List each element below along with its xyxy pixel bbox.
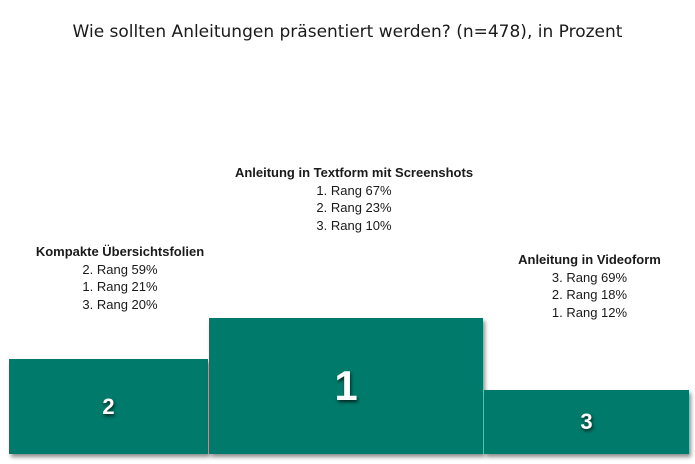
rank-line: 3. Rang 10% (316, 217, 392, 233)
rank-line: 1. Rang 67% (316, 182, 392, 198)
rank-line: 2. Rang 59% (82, 261, 158, 277)
rank-line: 3. Rang 20% (82, 296, 158, 312)
label-group-third: Anleitung in Videoform 3. Rang 69% 2. Ra… (487, 251, 692, 321)
entry-name: Anleitung in Videoform (518, 252, 661, 267)
podium-block-second: 2 (9, 359, 208, 454)
chart-title: Wie sollten Anleitungen präsentiert werd… (72, 22, 623, 42)
podium-block-first: 1 (209, 318, 483, 454)
label-group-first: Anleitung in Textform mit Screenshots 1.… (204, 164, 504, 234)
podium-number: 1 (334, 362, 358, 409)
rank-line: 2. Rang 23% (316, 200, 392, 215)
rank-line: 1. Rang 12% (551, 304, 628, 320)
entry-name: Kompakte Übersichtsfolien (35, 244, 205, 259)
rank-line: 1. Rang 21% (82, 279, 158, 294)
rank-line: 3. Rang 69% (551, 269, 628, 285)
podium-number: 3 (580, 409, 593, 434)
rank-line: 2. Rang 18% (551, 287, 628, 302)
label-group-second: Kompakte Übersichtsfolien 2. Rang 59% 1.… (10, 243, 230, 313)
entry-name: Anleitung in Textform mit Screenshots (234, 165, 474, 180)
podium-number: 2 (102, 393, 115, 419)
podium-block-third: 3 (484, 390, 689, 454)
